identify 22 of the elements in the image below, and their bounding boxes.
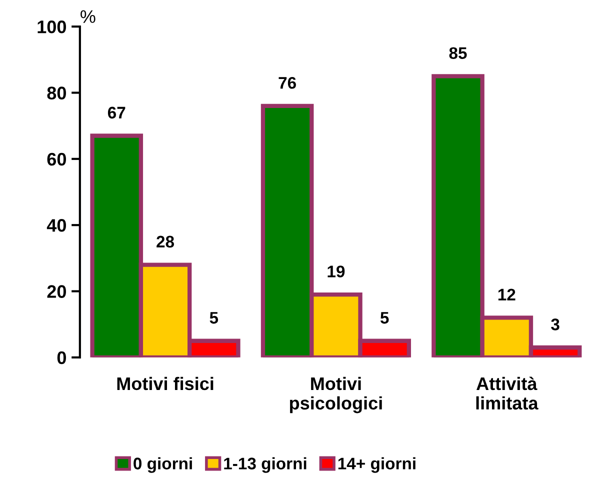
data-label: 3 [551, 318, 560, 330]
data-label: 85 [449, 47, 467, 60]
legend-label: 0 giorni [134, 457, 192, 473]
data-label: 12 [498, 288, 516, 300]
data-label: 5 [380, 312, 389, 324]
legend-label: 1-13 giorni [224, 457, 306, 473]
x-tick-label: Attività limitata [476, 376, 538, 410]
y-tick-label: 80 [47, 86, 66, 100]
legend-label: 14+ giorni [338, 457, 416, 473]
y-tick-label: 100 [38, 20, 66, 34]
data-label: 76 [278, 76, 296, 89]
y-tick-label: 60 [47, 152, 66, 166]
x-tick-label: Motivi fisici [117, 376, 214, 390]
y-tick-label: 40 [46, 219, 66, 232]
data-label: 28 [156, 236, 174, 248]
data-label: 67 [108, 106, 126, 119]
y-tick-label: 20 [47, 285, 66, 298]
data-label: 19 [328, 266, 345, 278]
data-label: 5 [210, 312, 218, 324]
y-axis-title: % [80, 10, 96, 23]
x-tick-label: Motivi psicologici [290, 376, 382, 414]
y-tick-label: 0 [57, 351, 66, 364]
